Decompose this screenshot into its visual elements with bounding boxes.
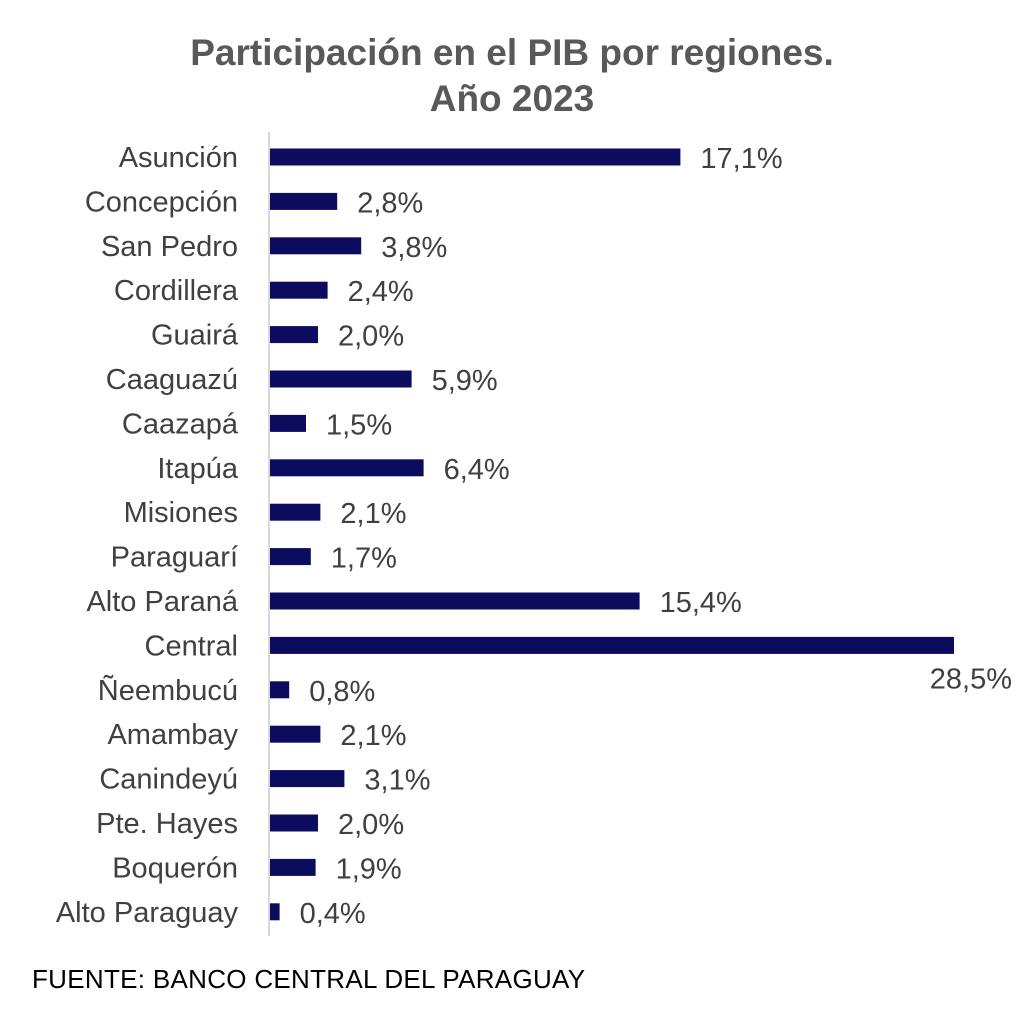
category-label: Canindeyú	[99, 764, 238, 796]
bar	[270, 370, 412, 388]
bar	[270, 592, 640, 610]
category-label: Cordillera	[114, 275, 239, 307]
category-label: Pte. Hayes	[96, 808, 238, 840]
category-label: San Pedro	[101, 231, 238, 263]
bar	[270, 903, 280, 921]
chart-title-line2: Año 2023	[429, 78, 595, 119]
category-label: Boquerón	[112, 852, 238, 884]
category-label: Guairá	[151, 320, 239, 352]
chart-title-line1: Participación en el PIB por regiones.	[190, 32, 834, 73]
category-label: Paraguarí	[111, 542, 238, 574]
bar	[270, 459, 424, 477]
category-label: Amambay	[107, 719, 238, 751]
value-label: 2,8%	[357, 187, 423, 219]
value-label: 2,0%	[338, 809, 404, 841]
category-label: Alto Paraná	[86, 586, 238, 618]
value-label: 15,4%	[660, 587, 742, 619]
value-label: 0,4%	[300, 898, 366, 930]
category-label: Concepción	[85, 186, 238, 218]
value-label: 5,9%	[432, 365, 498, 397]
value-label: 2,1%	[340, 720, 406, 752]
category-label: Ñeembucú	[98, 673, 238, 707]
category-label: Caazapá	[122, 408, 239, 440]
bar	[270, 725, 321, 743]
bar	[270, 281, 328, 299]
value-label: 17,1%	[700, 143, 782, 175]
bar	[270, 858, 316, 876]
bar	[270, 548, 311, 566]
value-label: 2,0%	[338, 321, 404, 353]
value-label: 2,4%	[348, 276, 414, 308]
value-label: 1,5%	[326, 409, 392, 441]
category-label: Caaguazú	[106, 364, 238, 396]
value-label: 1,7%	[331, 543, 397, 575]
bar	[270, 814, 318, 832]
value-label: 1,9%	[336, 853, 402, 885]
bar	[270, 636, 954, 654]
source-note: FUENTE: BANCO CENTRAL DEL PARAGUAY	[32, 964, 586, 994]
bar	[270, 770, 345, 788]
category-label: Central	[145, 630, 239, 662]
value-label: 6,4%	[444, 454, 510, 486]
value-label: 28,5%	[930, 663, 1012, 695]
bar	[270, 681, 290, 699]
bar	[270, 237, 362, 255]
bar	[270, 192, 338, 210]
labels-layer: Asunción 17,1% Concepción 2,8% San Pedro 3,8%…	[56, 142, 1012, 930]
value-label: 0,8%	[309, 676, 375, 708]
category-label: Itapúa	[157, 453, 238, 485]
category-label: Misiones	[124, 497, 238, 529]
bars-layer	[270, 148, 954, 921]
value-label: 3,8%	[381, 232, 447, 264]
category-label: Asunción	[119, 142, 238, 174]
category-label: Alto Paraguay	[56, 897, 239, 929]
bar	[270, 503, 321, 521]
chart-title: Participación en el PIB por regiones. Añ…	[0, 30, 1024, 122]
bar	[270, 148, 681, 166]
value-label: 3,1%	[364, 765, 430, 797]
bar	[270, 326, 318, 344]
bar	[270, 414, 306, 432]
value-label: 2,1%	[340, 498, 406, 530]
